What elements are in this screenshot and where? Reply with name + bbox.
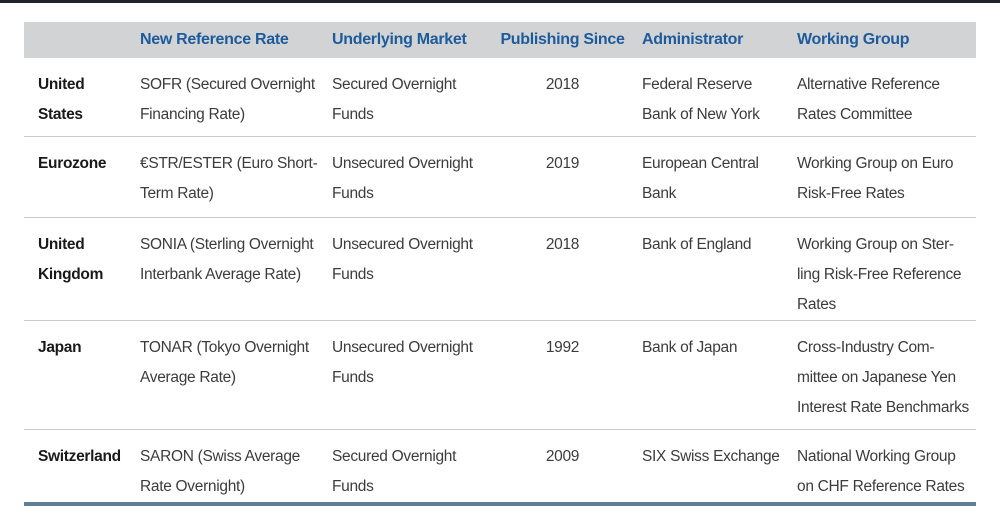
cell-administrator: SIX Swiss Exchange — [628, 429, 797, 502]
reference-rates-table-container: New Reference Rate Underlying Market Pub… — [24, 22, 976, 506]
column-header-country — [24, 22, 140, 58]
cell-underlying-market: Unsecured Overnight Funds — [332, 217, 497, 321]
cell-publishing-since: 2009 — [497, 429, 628, 502]
cell-underlying-market: Unsecured Overnight Funds — [332, 320, 497, 430]
header-row: New Reference Rate Underlying Market Pub… — [24, 22, 976, 58]
cell-country: United States — [38, 76, 85, 123]
cell-publishing-since: 1992 — [497, 320, 628, 430]
cell-new-reference-rate: SONIA (Sterling Overnight Interbank Aver… — [140, 217, 332, 321]
cell-working-group: Alternative Reference Rates Committee — [797, 76, 940, 123]
cell-publishing-since: 2018 — [545, 76, 580, 93]
reference-rates-table: New Reference Rate Underlying Market Pub… — [24, 22, 976, 502]
cell-underlying-market: Secured Overnight Funds — [332, 429, 497, 502]
cell-underlying-market: Unsecured Overnight Funds — [332, 136, 497, 218]
cell-new-reference-rate: €STR/ESTER (Euro Short- Term Rate) — [140, 136, 332, 218]
cell-administrator: Bank of England — [628, 217, 797, 321]
cell-country: Eurozone — [24, 136, 140, 218]
cell-administrator: Bank of Japan — [628, 320, 797, 430]
bottom-border-rule — [24, 502, 976, 506]
cell-new-reference-rate: SOFR (Secured Overnight Financing Rate) — [140, 76, 315, 123]
cell-administrator: European Central Bank — [628, 136, 797, 218]
cell-new-reference-rate: SARON (Swiss Average Rate Overnight) — [140, 429, 332, 502]
column-header-underlying-market: Underlying Market — [332, 22, 497, 58]
cell-working-group: Working Group on Ster- ling Risk-Free Re… — [797, 217, 976, 321]
table-row-united-states: United States SOFR (Secured Overnight Fi… — [24, 58, 976, 137]
cell-new-reference-rate: TONAR (Tokyo Overnight Average Rate) — [140, 320, 332, 430]
top-border-rule — [0, 0, 1000, 3]
table-row-eurozone: Eurozone €STR/ESTER (Euro Short- Term Ra… — [24, 136, 976, 218]
cell-working-group: Cross-Industry Com- mittee on Japanese Y… — [797, 320, 976, 430]
table-row-switzerland: Switzerland SARON (Swiss Average Rate Ov… — [24, 429, 976, 502]
cell-publishing-since: 2018 — [497, 217, 628, 321]
table-row-japan: Japan TONAR (Tokyo Overnight Average Rat… — [24, 320, 976, 430]
column-header-administrator: Administrator — [628, 22, 797, 58]
column-header-publishing-since: Publishing Since — [497, 22, 628, 58]
table-row-united-kingdom: United Kingdom SONIA (Sterling Overnight… — [24, 217, 976, 321]
column-header-new-reference-rate: New Reference Rate — [140, 22, 332, 58]
cell-country: Switzerland — [24, 429, 140, 502]
cell-working-group: National Working Group on CHF Reference … — [797, 429, 976, 502]
cell-administrator: Federal Reserve Bank of New York — [642, 76, 760, 123]
cell-working-group: Working Group on Euro Risk-Free Rates — [797, 136, 976, 218]
cell-publishing-since: 2019 — [497, 136, 628, 218]
cell-country: United Kingdom — [24, 217, 140, 321]
cell-country: Japan — [24, 320, 140, 430]
column-header-working-group: Working Group — [797, 22, 976, 58]
cell-underlying-market: Secured Overnight Funds — [332, 76, 457, 123]
